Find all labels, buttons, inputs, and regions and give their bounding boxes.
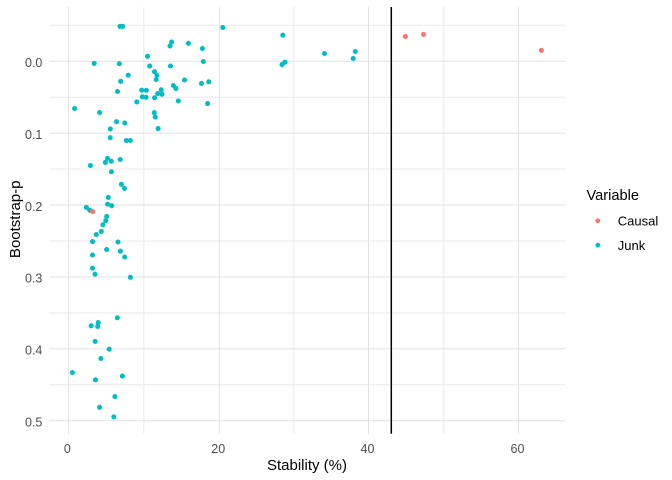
- svg-text:0.3: 0.3: [25, 272, 42, 286]
- svg-text:20: 20: [211, 442, 225, 456]
- svg-text:Variable: Variable: [587, 188, 639, 204]
- svg-text:Stability (%): Stability (%): [267, 457, 347, 474]
- svg-text:40: 40: [361, 442, 375, 456]
- svg-text:Bootstrap-p: Bootstrap-p: [7, 181, 24, 259]
- svg-text:Junk: Junk: [618, 238, 646, 253]
- svg-text:0.2: 0.2: [25, 200, 42, 214]
- svg-text:Causal: Causal: [618, 214, 659, 229]
- svg-text:60: 60: [511, 442, 525, 456]
- svg-text:0: 0: [64, 442, 71, 456]
- svg-text:0.5: 0.5: [25, 415, 42, 429]
- svg-text:0.4: 0.4: [25, 344, 42, 358]
- svg-text:0.1: 0.1: [25, 128, 42, 142]
- svg-text:0.0: 0.0: [25, 56, 42, 70]
